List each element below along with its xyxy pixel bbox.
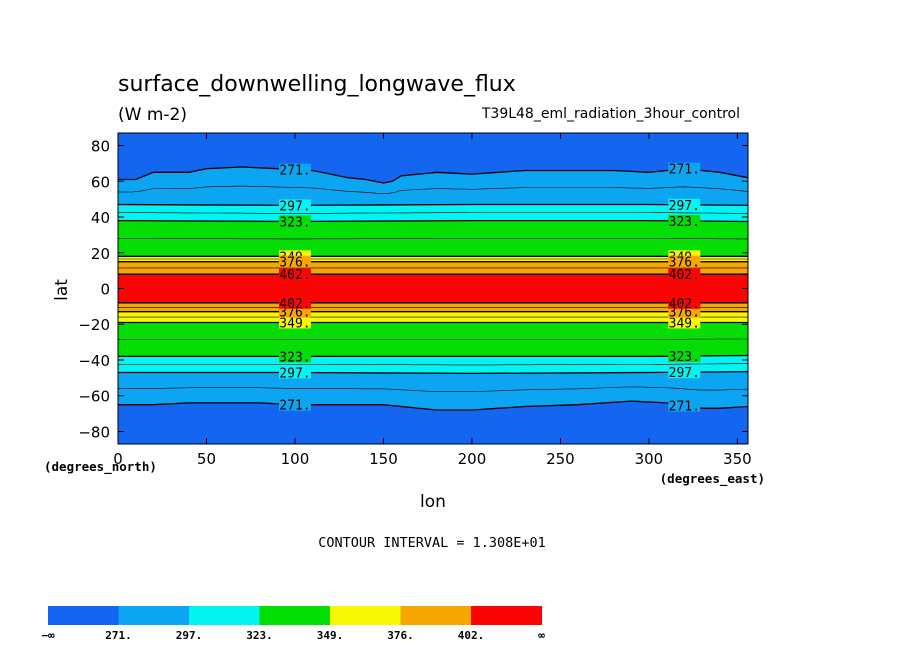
contour-label-north-297: 297. [669,199,700,214]
y-tick-label: 60 [91,173,110,191]
contour-label-north-323: 323. [279,215,310,230]
band-south-below-271 [118,401,748,444]
chart-units: (W m-2) [118,105,187,125]
minor-contour-south-271 [118,386,749,392]
x-units-label: (degrees_east) [660,471,765,487]
contour-label-south-349: 349. [669,316,700,331]
x-tick-label: 350 [723,450,752,468]
contour-label-north-271: 271. [279,164,310,179]
contour-label-bg [668,296,701,309]
contour-label-south-349: 349. [279,316,310,331]
colorbar-label: 297. [176,629,203,642]
colorbar-swatch [189,606,260,625]
band-north-271-297 [118,167,748,206]
y-tick-label: −20 [78,316,110,334]
y-tick-label: −80 [78,423,110,441]
x-tick-label: 250 [546,450,575,468]
x-tick-label: 0 [113,450,123,468]
y-axis-label: lat [52,279,72,301]
colorbar-label: 402. [458,629,485,642]
colorbar-swatch [48,606,119,625]
contour-label-north-402: 402. [279,268,310,283]
y-tick-label: 0 [100,281,110,299]
contour-label-south-402: 402. [279,297,310,312]
band-south-271-297 [118,371,748,410]
contour-label-bg [668,268,701,281]
minor-contour-north-271 [118,185,749,194]
colorbar-label: 349. [317,629,344,642]
contour-label-bg [278,255,311,268]
contour-label-south-271: 271. [279,399,310,414]
colorbar-swatch [259,606,331,625]
contour-label-bg [668,255,701,268]
contour-label-bg [278,199,311,212]
contour-label-south-297: 297. [669,366,700,381]
contour-label-bg [278,366,311,379]
contour-label-south-376: 376. [669,306,700,321]
colorbar-swatch [471,606,542,625]
colorbar-label: 271. [105,629,132,642]
contour-label-south-297: 297. [279,367,310,382]
contour-label-south-376: 376. [279,306,310,321]
y-tick-label: −60 [78,388,110,406]
y-tick-label: −40 [78,352,110,370]
contour-label-south-402: 402. [669,297,700,312]
contour-label-north-376: 376. [279,256,310,271]
contour-label-south-271: 271. [669,400,700,415]
contour-label-south-323: 323. [279,350,310,365]
contour-label-bg [278,316,311,329]
plot-area: 271.271.297.297.323.323.349.349.376.376.… [117,132,749,445]
y-tick-label: 20 [91,245,110,263]
contour-label-north-376: 376. [669,256,700,271]
contour-label-bg [668,162,701,175]
axis-ticks: 0 50 100 150 200 250 300 350 −80 −60 −40 −20 0 20 40 60… [78,133,752,468]
colorbar-label: 376. [387,629,414,642]
y-tick-label: 80 [91,138,110,156]
minor-contour-north-297 [117,212,748,214]
x-tick-label: 150 [369,450,398,468]
contour-label-bg [668,366,701,379]
contour-label-bg [668,399,701,412]
y-tick-label: 40 [91,209,110,227]
colorbar-label: 323. [246,629,273,642]
contour-label-bg [668,214,701,227]
contour-label-bg [278,296,311,309]
experiment-label: T39L48_eml_radiation_3hour_control [481,106,740,122]
x-axis-label: lon [420,492,446,512]
contour-label-north-323: 323. [669,215,700,230]
contour-label-north-271: 271. [669,163,700,178]
colorbar-label: −∞ [41,629,55,642]
band-above-402 [118,274,748,303]
contour-interval-label: CONTOUR INTERVAL = 1.308E+01 [318,535,546,551]
contour-label-bg [278,350,311,363]
chart-title: surface_downwelling_longwave_flux [118,72,516,97]
band-south-297-323 [118,355,748,374]
contour-label-bg [668,198,701,211]
colorbar-swatch [118,606,190,625]
x-tick-label: 200 [458,450,487,468]
contour-label-bg [278,163,311,176]
colorbar-legend: −∞ 271. 297. 323. 349. 376. 402. ∞ [41,606,545,642]
contour-label-bg [278,398,311,411]
minor-contour-south-297 [118,363,748,366]
y-units-label: (degrees_north) [44,459,157,475]
colorbar-swatch [330,606,401,625]
x-tick-label: 50 [197,450,216,468]
x-tick-label: 100 [281,450,310,468]
contour-label-bg [668,350,701,363]
contour-label-bg [668,316,701,329]
colorbar-swatch [400,606,472,625]
contour-label-south-323: 323. [669,350,700,365]
x-tick-label: 300 [635,450,664,468]
contour-label-bg [278,215,311,228]
contour-label-bg [278,268,311,281]
contour-label-north-297: 297. [279,199,310,214]
contour-north-271 [118,166,749,184]
colorbar-label: ∞ [538,629,545,642]
contour-label-north-402: 402. [669,268,700,283]
